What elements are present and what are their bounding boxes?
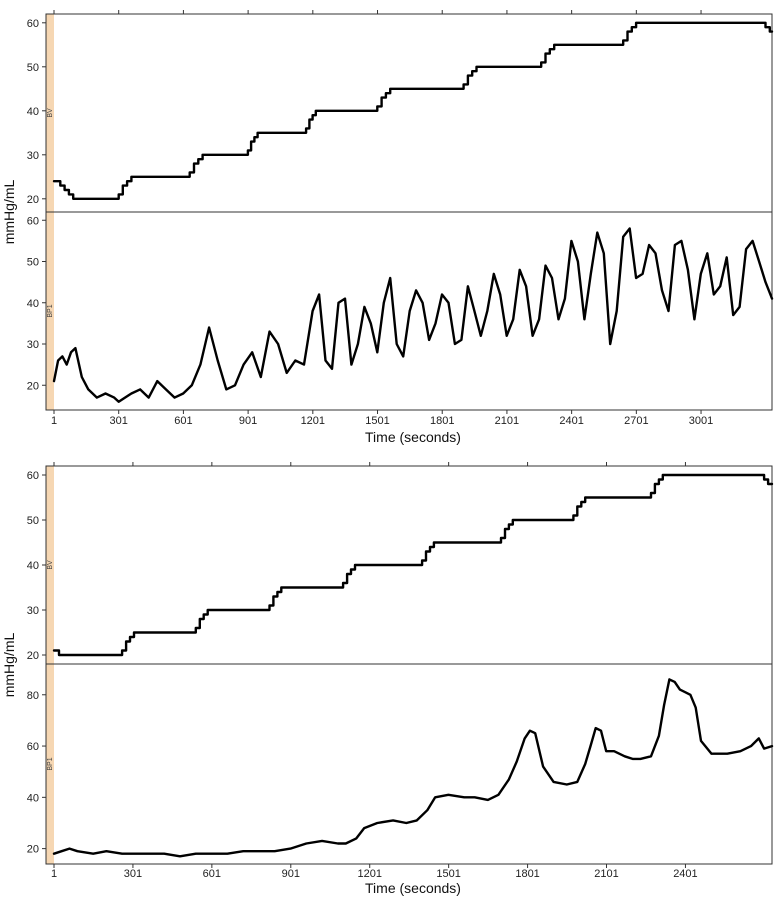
y-tick-label: 50 — [27, 515, 39, 527]
x-tick-label: 3001 — [689, 415, 713, 427]
strip-bar — [46, 212, 54, 410]
panel-frame — [45, 13, 773, 213]
strip-bar — [46, 664, 54, 864]
x-axis-title: Time (seconds) — [365, 429, 461, 445]
panel-bp1-1: BP1 20 40 60 80 — [27, 663, 774, 865]
series-line-bp1 — [52, 227, 774, 403]
y-tick-label: 20 — [27, 844, 39, 856]
x-tick-label: 301 — [124, 868, 142, 880]
x-tick-label: 301 — [110, 415, 128, 427]
x-tick-label: 901 — [239, 415, 257, 427]
x-tick-label: 901 — [282, 868, 300, 880]
chart-bottom: BV 20 30 40 50 60 BP1 20 40 60 80 1 301 601 901 1201 150… — [1, 462, 774, 896]
strip-label: BV — [47, 108, 54, 118]
panel-frame — [45, 211, 773, 411]
x-tick-label: 2701 — [624, 415, 648, 427]
x-tick-label: 2101 — [495, 415, 519, 427]
strip-bar — [46, 466, 54, 664]
y-tick-label: 60 — [27, 741, 39, 753]
x-tick-label: 1801 — [515, 868, 539, 880]
y-tick-label: 50 — [27, 62, 39, 74]
series-line-bv — [52, 21, 774, 200]
strip-label: BP1 — [47, 757, 54, 770]
y-tick-label: 30 — [27, 150, 39, 162]
x-tick-label: 2401 — [559, 415, 583, 427]
x-tick-label: 2401 — [673, 868, 697, 880]
x-tick-label: 1201 — [301, 415, 325, 427]
y-tick-label: 50 — [27, 257, 39, 269]
strip-label: BV — [47, 560, 54, 570]
y-tick-label: 20 — [27, 380, 39, 392]
y-tick-label: 60 — [27, 470, 39, 482]
series-line-bp1 — [52, 678, 774, 858]
y-tick-label: 30 — [27, 339, 39, 351]
y-tick-label: 30 — [27, 605, 39, 617]
x-tick-label: 601 — [174, 415, 192, 427]
panel-bv-0: BV 20 30 40 50 60 — [27, 10, 774, 213]
y-tick-label: 60 — [27, 215, 39, 227]
x-tick-label: 1501 — [365, 415, 389, 427]
strip-bar — [46, 14, 54, 212]
x-tick-label: 1501 — [436, 868, 460, 880]
y-tick-label: 40 — [27, 106, 39, 118]
x-tick-label: 1 — [51, 868, 57, 880]
y-tick-label: 20 — [27, 194, 39, 206]
x-tick-label: 601 — [203, 868, 221, 880]
y-tick-label: 80 — [27, 690, 39, 702]
x-tick-label: 1801 — [430, 415, 454, 427]
strip-label: BP1 — [47, 304, 54, 317]
x-axis-title: Time (seconds) — [365, 880, 461, 896]
panel-bp1-0: BP1 20 30 40 50 60 — [27, 211, 774, 411]
y-axis-title: mmHg/mL — [1, 633, 17, 698]
y-tick-label: 40 — [27, 560, 39, 572]
y-tick-label: 40 — [27, 298, 39, 310]
series-line-bv — [52, 473, 774, 657]
y-tick-label: 60 — [27, 18, 39, 30]
panel-bv-1: BV 20 30 40 50 60 — [27, 462, 774, 665]
x-tick-label: 1 — [51, 415, 57, 427]
panel-frame — [45, 663, 773, 865]
y-axis-title: mmHg/mL — [1, 180, 17, 245]
y-tick-label: 40 — [27, 792, 39, 804]
x-tick-label: 2101 — [594, 868, 618, 880]
y-tick-label: 20 — [27, 650, 39, 662]
x-tick-label: 1201 — [357, 868, 381, 880]
